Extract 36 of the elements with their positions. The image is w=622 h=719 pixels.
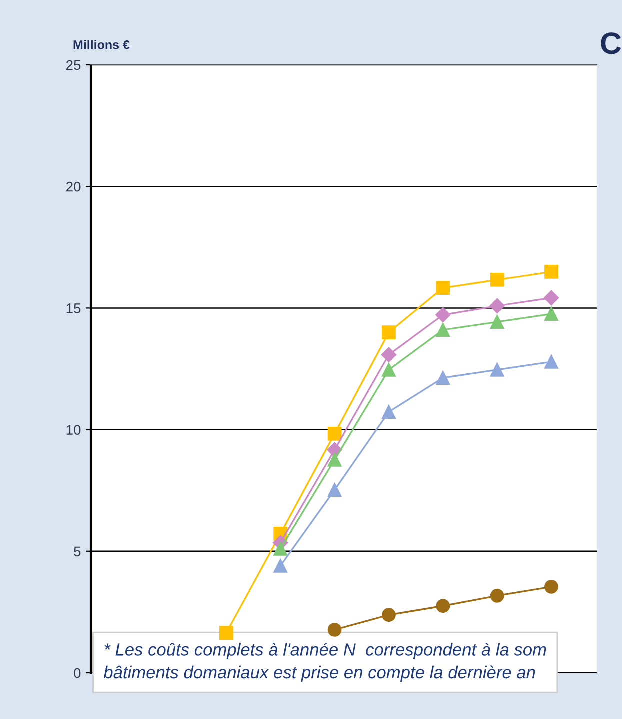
point: [382, 405, 396, 419]
point: [382, 363, 396, 377]
point: [274, 542, 288, 556]
point: [328, 623, 342, 637]
point: [490, 315, 504, 330]
point: [490, 298, 505, 314]
y-tick-label: 25: [66, 60, 81, 70]
point: [490, 588, 504, 603]
y-tick-label: 0: [74, 668, 81, 678]
point: [328, 426, 342, 441]
point: [436, 599, 450, 614]
point: [490, 273, 504, 287]
y-tick-label: 20: [66, 182, 81, 192]
point: [382, 608, 396, 622]
point: [436, 307, 451, 323]
point: [436, 323, 450, 338]
point: [382, 326, 396, 340]
point: [328, 483, 342, 498]
y-tick-label: 5: [74, 546, 81, 557]
point: [219, 626, 234, 640]
point: [436, 281, 450, 295]
point: [544, 580, 558, 594]
y-tick-label: 15: [66, 304, 81, 314]
point: [544, 290, 560, 306]
point: [490, 363, 504, 377]
point: [544, 307, 558, 321]
chart-title: C: [601, 32, 622, 54]
point: [381, 347, 397, 362]
point: [274, 559, 288, 573]
point: [328, 453, 342, 467]
y-axis-title: Millions €: [74, 40, 130, 50]
point: [544, 355, 558, 369]
y-tick-label: 10: [66, 425, 81, 435]
annotation: * Les coûts complets à l'année N correspondent à la som bâtiments domaniaux est prise en compte la dernière an: [104, 642, 546, 682]
point: [436, 371, 450, 385]
point: [544, 265, 558, 279]
